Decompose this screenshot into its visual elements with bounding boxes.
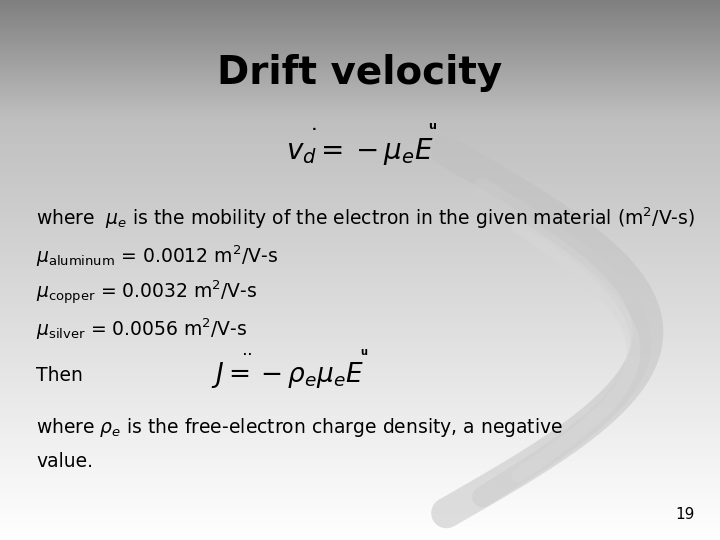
Text: $\mathbf{u}$: $\mathbf{u}$ [428,121,436,131]
Text: Drift velocity: Drift velocity [217,54,503,92]
Text: $J = -\rho_e\mu_e E$: $J = -\rho_e\mu_e E$ [212,360,364,390]
Text: $\mathbf{..}$: $\mathbf{..}$ [242,347,252,357]
Text: $\mu_{\mathrm{aluminum}}$ = 0.0012 m$^2$/V-s: $\mu_{\mathrm{aluminum}}$ = 0.0012 m$^2$… [36,244,278,269]
Text: 19: 19 [675,507,695,522]
Text: value.: value. [36,452,93,471]
Text: $\mathbf{.}$: $\mathbf{.}$ [311,120,317,133]
Text: $\mu_{\mathrm{silver}}$ = 0.0056 m$^2$/V-s: $\mu_{\mathrm{silver}}$ = 0.0056 m$^2$/V… [36,316,248,342]
Text: $\mathbf{u}$: $\mathbf{u}$ [359,347,368,357]
Text: $v_d = -\mu_e E$: $v_d = -\mu_e E$ [287,136,433,167]
Text: Then: Then [36,366,83,385]
Text: $\mu_{\mathrm{copper}}$ = 0.0032 m$^2$/V-s: $\mu_{\mathrm{copper}}$ = 0.0032 m$^2$/V… [36,279,258,307]
Text: where  $\mu_e$ is the mobility of the electron in the given material (m$^2$/V-s): where $\mu_e$ is the mobility of the ele… [36,206,695,232]
Text: where $\rho_e$ is the free-electron charge density, a negative: where $\rho_e$ is the free-electron char… [36,416,563,439]
